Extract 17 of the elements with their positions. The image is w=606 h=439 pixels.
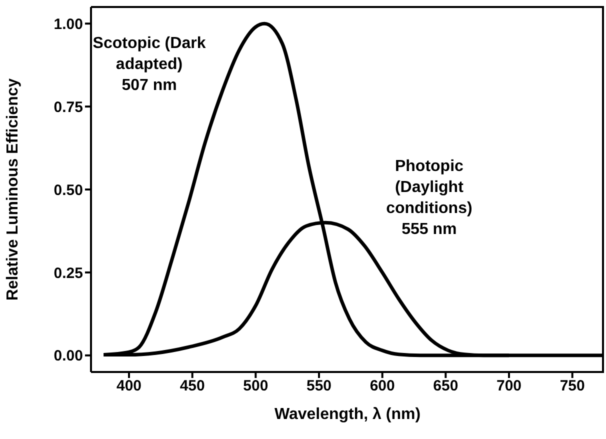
- x-tick-label: 550: [306, 378, 332, 395]
- x-tick-label: 750: [560, 378, 585, 395]
- x-tick-label: 650: [433, 378, 458, 395]
- x-tick-label: 600: [370, 378, 395, 395]
- y-tick-label: 0.25: [54, 264, 83, 282]
- y-axis-title: Relative Luminous Efficiency: [4, 78, 22, 301]
- series-label: Photopic (Daylight conditions) 555 nm: [385, 156, 474, 240]
- x-tick-label: 700: [496, 378, 522, 395]
- y-tick-label: 0.00: [54, 348, 83, 365]
- x-tick-label: 500: [243, 378, 268, 395]
- x-axis-title: Wavelength, λ (nm): [274, 406, 421, 423]
- x-tick-label: 450: [180, 378, 205, 395]
- y-tick-label: 1.00: [54, 16, 83, 33]
- y-tick-label: 0.50: [54, 182, 83, 199]
- series-label: Scotopic (Dark adapted) 507 nm: [92, 34, 207, 96]
- y-tick-label: 0.75: [54, 98, 83, 116]
- x-tick-label: 400: [116, 378, 142, 395]
